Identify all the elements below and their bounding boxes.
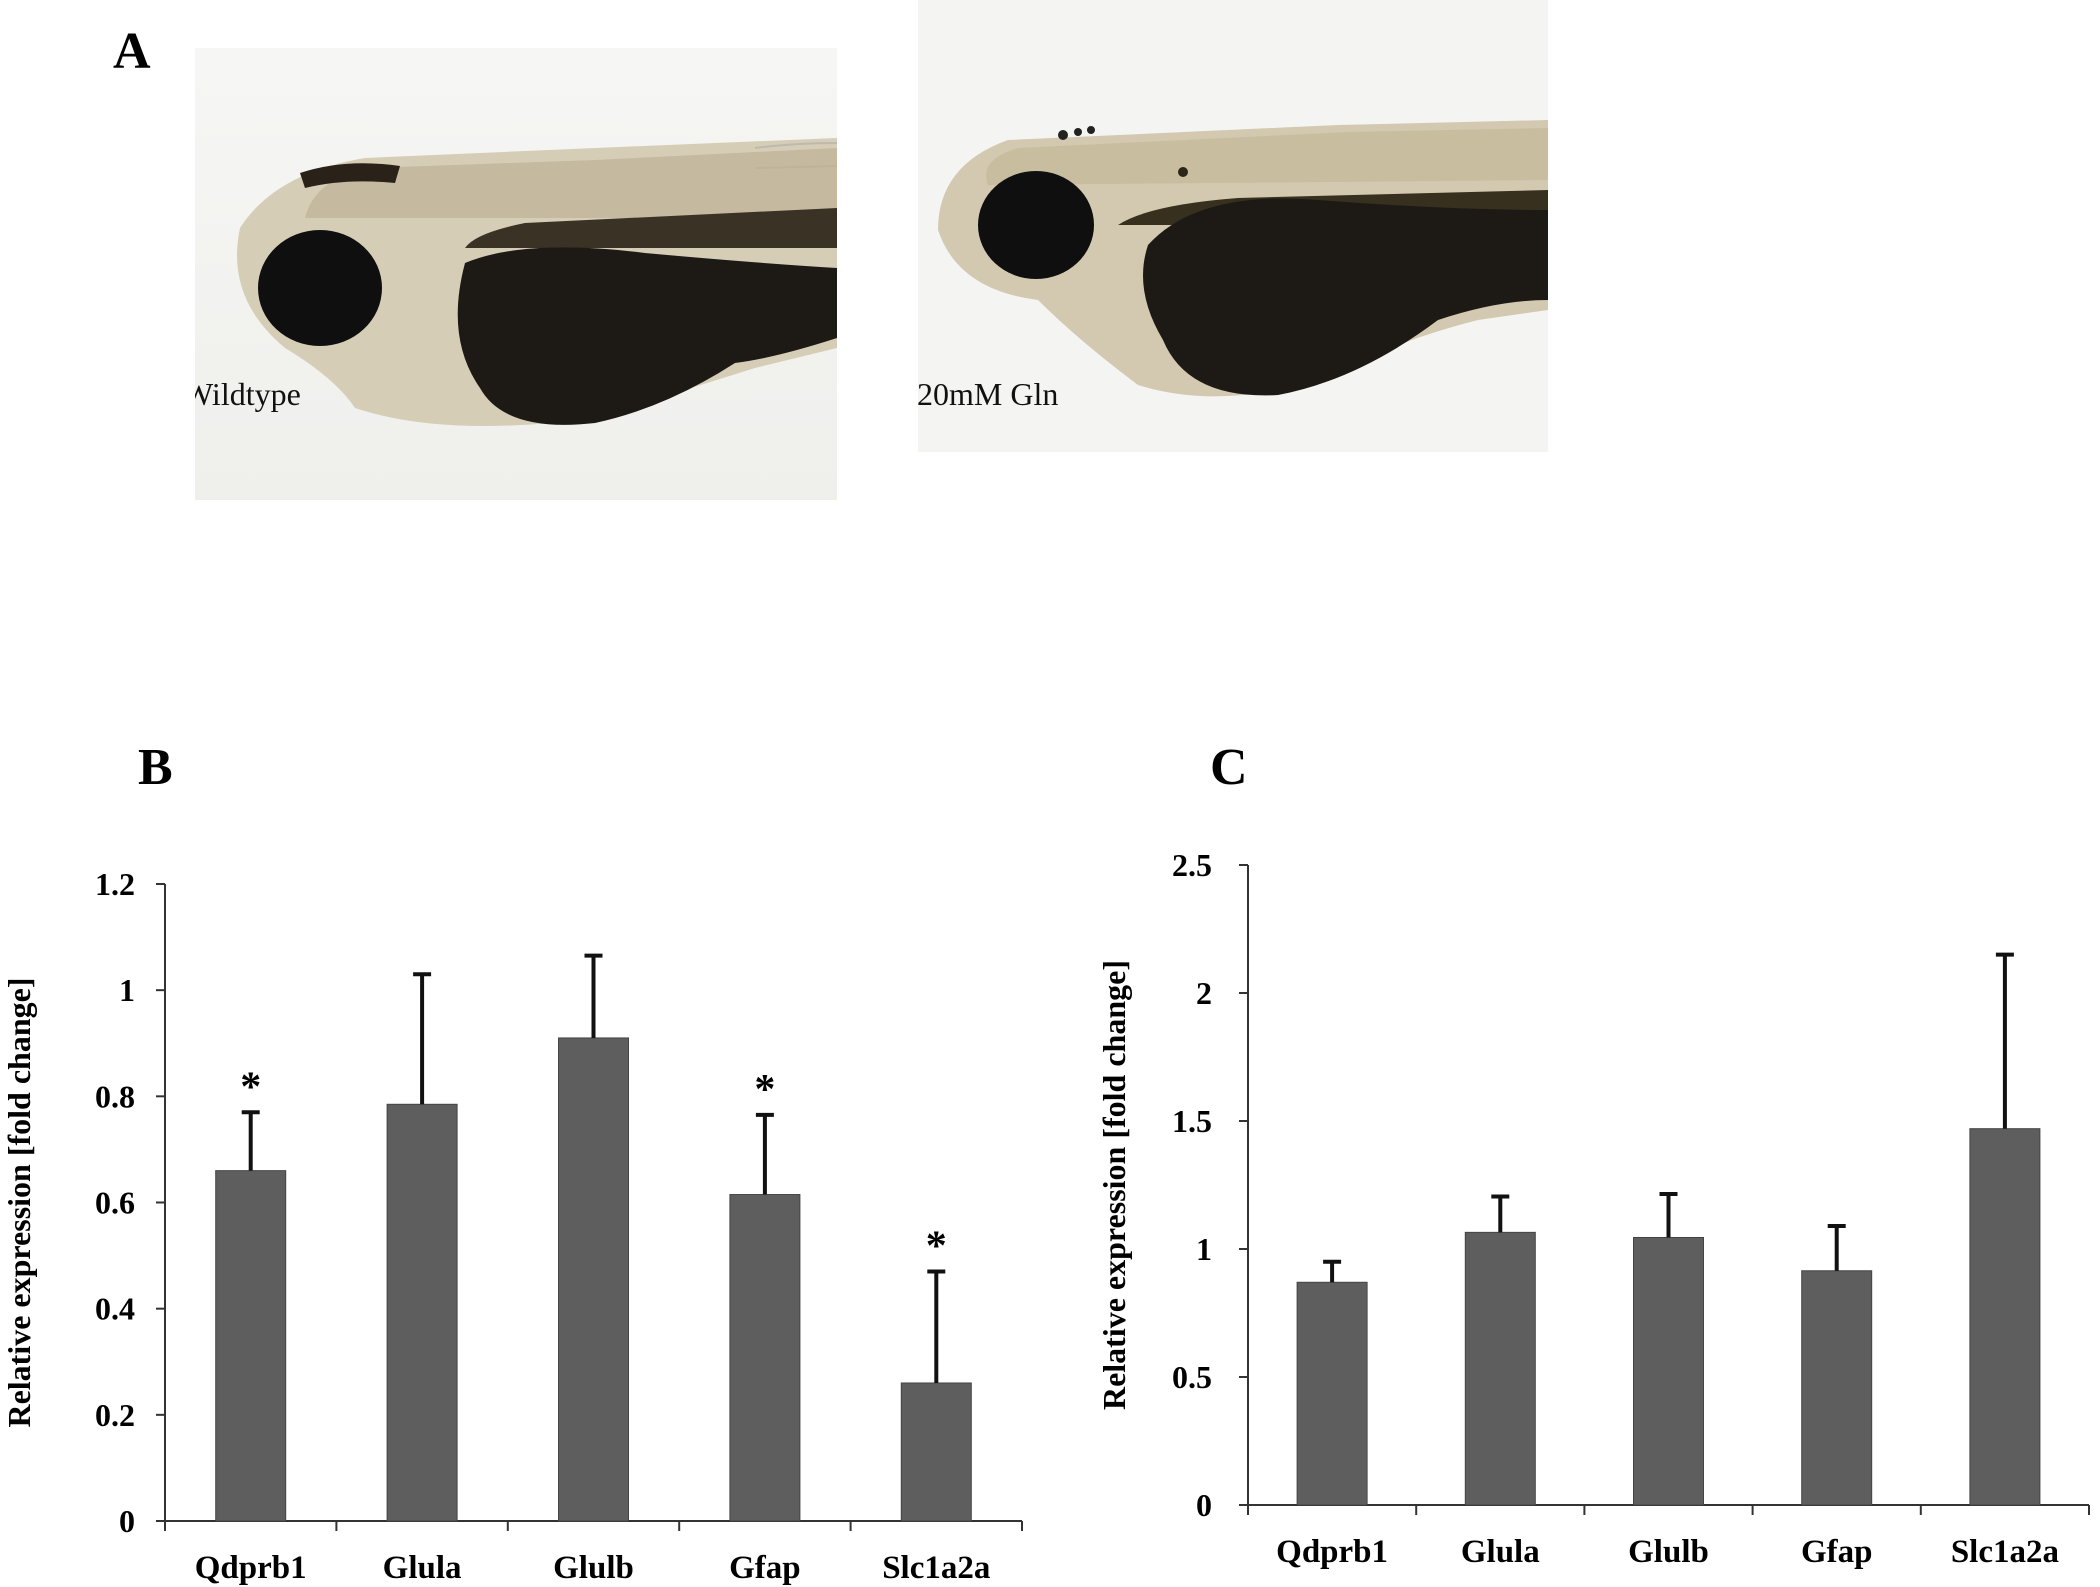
y-tick-label: 1.2	[95, 866, 135, 902]
y-tick-label: 0.6	[95, 1185, 135, 1221]
significance-marker: *	[926, 1224, 947, 1270]
y-axis-title: Relative expression [fold change]	[1, 977, 37, 1427]
y-tick-label: 0.2	[95, 1397, 135, 1433]
bar-slc1a2a	[900, 1382, 972, 1522]
panel-label-c: C	[1210, 739, 1248, 796]
gln-label: 20mM Gln	[918, 376, 1059, 412]
bar-gfap	[729, 1194, 801, 1522]
category-label: Slc1a2a	[882, 1550, 990, 1586]
category-label: Glulb	[553, 1550, 634, 1586]
larva-wildtype-image	[195, 48, 837, 500]
wildtype-label: Wildtype	[195, 376, 301, 412]
micrograph-wildtype: Wildtype	[195, 48, 837, 500]
y-tick-label: 1	[119, 972, 135, 1008]
y-tick-label: 0.8	[95, 1078, 135, 1114]
panel-label-a: A	[113, 23, 151, 80]
bar-glulb	[558, 1037, 629, 1522]
y-tick-label: 0	[119, 1503, 135, 1539]
category-label: Qdprb1	[195, 1550, 307, 1586]
bar-glula	[386, 1103, 458, 1522]
bar-qdprb1	[215, 1170, 287, 1522]
category-label: Gfap	[729, 1550, 801, 1586]
micrograph-20mm-gln: 20mM Gln	[918, 0, 1548, 452]
panel-label-b: B	[138, 739, 173, 796]
y-tick-label: 0.4	[95, 1291, 135, 1327]
larva-gln-image	[918, 0, 1548, 452]
significance-marker: *	[240, 1064, 261, 1110]
significance-marker: *	[754, 1067, 775, 1113]
category-label: Glula	[383, 1550, 462, 1586]
